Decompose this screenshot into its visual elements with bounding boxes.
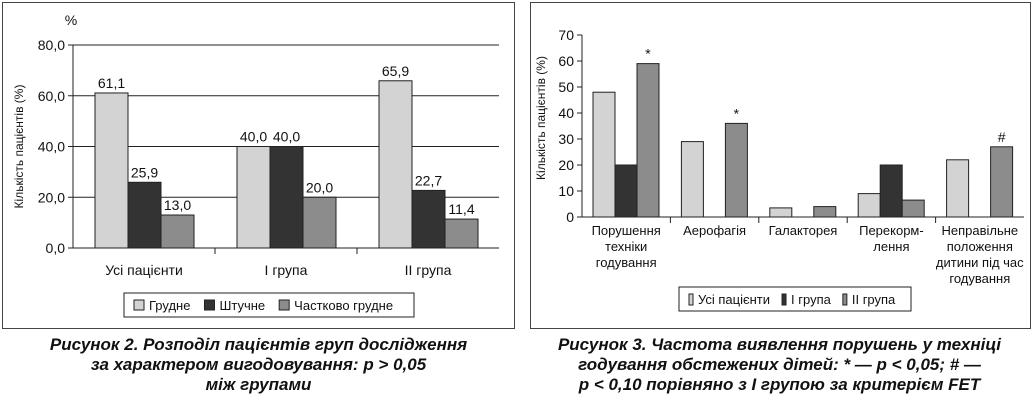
chart-2-panel: 0 10 20 30 40 50 60 70 Кількість пацієнтів (%) По… <box>530 2 1031 329</box>
chart-1-caption-line: за характером вигодовування: p > 0,05 <box>90 355 427 374</box>
x-tick-label: Усі пацієнти <box>105 262 183 278</box>
legend-swatch <box>688 293 694 306</box>
bar <box>769 207 793 218</box>
chart-2-caption: Рисунок 3. Частота виявлення порушень у … <box>528 335 1031 395</box>
y-tick-label: 0 <box>566 209 574 225</box>
y-tick-label: 50 <box>558 79 574 95</box>
unit-label: % <box>65 12 77 28</box>
y-tick-label: 80,0 <box>38 37 65 53</box>
bar <box>879 164 903 218</box>
y-tick-label: 60 <box>558 53 574 69</box>
significance-marker: # <box>998 129 1006 145</box>
x-tick-label: ІІ група <box>405 262 452 278</box>
legend <box>123 292 415 318</box>
x-tick-label: Порушення <box>592 223 661 238</box>
bar <box>813 206 837 218</box>
x-tick-label: Неправільне <box>941 223 1018 238</box>
bar <box>592 91 616 218</box>
x-tick-label: Перекорм- <box>859 223 924 238</box>
legend-swatch <box>133 299 145 311</box>
x-tick-label: І група <box>265 262 308 278</box>
data-label: 61,1 <box>98 75 125 91</box>
bar <box>160 214 195 249</box>
chart-1-svg: 0,0 20,0 40,0 60,0 80,0% Кількість пацієнтів … <box>12 12 499 318</box>
y-tick-label: 30 <box>558 131 574 147</box>
x-tick-label: техніки <box>605 239 647 254</box>
legend <box>678 286 912 312</box>
y-tick-label: 10 <box>558 183 574 199</box>
x-tick-label: лення <box>873 239 909 254</box>
bar <box>901 199 925 218</box>
data-label: 65,9 <box>382 63 409 79</box>
bar <box>990 146 1014 218</box>
chart-1-caption-line: Рисунок 2. Розподіл пацієнтів груп дослі… <box>49 335 468 354</box>
legend-label: Частково грудне <box>294 298 393 313</box>
data-label: 40,0 <box>273 129 300 145</box>
y-tick-label: 20 <box>558 157 574 173</box>
data-label: 40,0 <box>240 129 267 145</box>
y-tick-label: 0,0 <box>46 240 66 256</box>
significance-marker: * <box>734 105 740 121</box>
chart-2-caption-line: Рисунок 3. Частота виявлення порушень у … <box>557 335 1002 354</box>
bar <box>636 63 660 218</box>
data-label: 13,0 <box>164 197 191 213</box>
bar <box>411 189 446 249</box>
data-label: 25,9 <box>131 164 158 180</box>
legend-swatch <box>781 293 787 306</box>
chart-1-panel: 0,0 20,0 40,0 60,0 80,0% Кількість пацієнтів … <box>2 2 515 329</box>
bar <box>946 159 970 218</box>
legend-label: ІІ група <box>852 292 896 307</box>
x-tick-label: Аерофагія <box>683 223 746 238</box>
data-label: 22,7 <box>415 172 442 188</box>
legend-swatch <box>842 293 848 306</box>
x-tick-label: Галакторея <box>769 223 838 238</box>
bar <box>236 146 271 249</box>
bar <box>857 193 881 218</box>
legend-swatch <box>278 299 290 311</box>
bar <box>269 146 304 249</box>
legend-label: І група <box>791 292 832 307</box>
bar <box>94 92 129 249</box>
legend-swatch <box>203 299 215 311</box>
significance-marker: * <box>645 46 651 62</box>
bar <box>378 80 413 249</box>
bar <box>302 196 337 249</box>
x-tick-label: положення <box>947 239 1013 254</box>
data-label: 11,4 <box>448 201 474 217</box>
y-tick-label: 40 <box>558 105 574 121</box>
x-tick-label: годування <box>596 255 657 270</box>
bar <box>614 164 638 218</box>
y-tick-label: 60,0 <box>38 88 65 104</box>
bar <box>680 141 704 218</box>
bar <box>724 122 748 218</box>
y-axis-label: Кількість пацієнтів (%) <box>12 85 26 209</box>
x-tick-label: дитини під час <box>936 255 1024 270</box>
y-tick-label: 40,0 <box>38 139 65 155</box>
legend-label: Штучне <box>219 298 265 313</box>
chart-2-caption-line: годування обстежених дітей: * — p < 0,05… <box>578 355 981 374</box>
data-label: 20,0 <box>306 179 333 195</box>
y-tick-label: 70 <box>558 27 574 43</box>
chart-2-caption-line: p < 0,10 порівняно з І групою за критері… <box>578 375 981 394</box>
bar <box>444 218 479 249</box>
chart-1-caption: Рисунок 2. Розподіл пацієнтів груп дослі… <box>0 335 517 395</box>
bar <box>127 181 162 249</box>
legend-label: Грудне <box>149 298 190 313</box>
x-tick-label: годування <box>949 271 1010 286</box>
legend-label: Усі пацієнти <box>698 292 770 307</box>
chart-2-svg: 0 10 20 30 40 50 60 70 Кількість пацієнтів (%) По… <box>534 27 1024 312</box>
y-tick-label: 20,0 <box>38 189 65 205</box>
y-axis-label: Кількість пацієнтів (%) <box>534 56 548 180</box>
chart-1-caption-line: між групами <box>205 375 312 394</box>
